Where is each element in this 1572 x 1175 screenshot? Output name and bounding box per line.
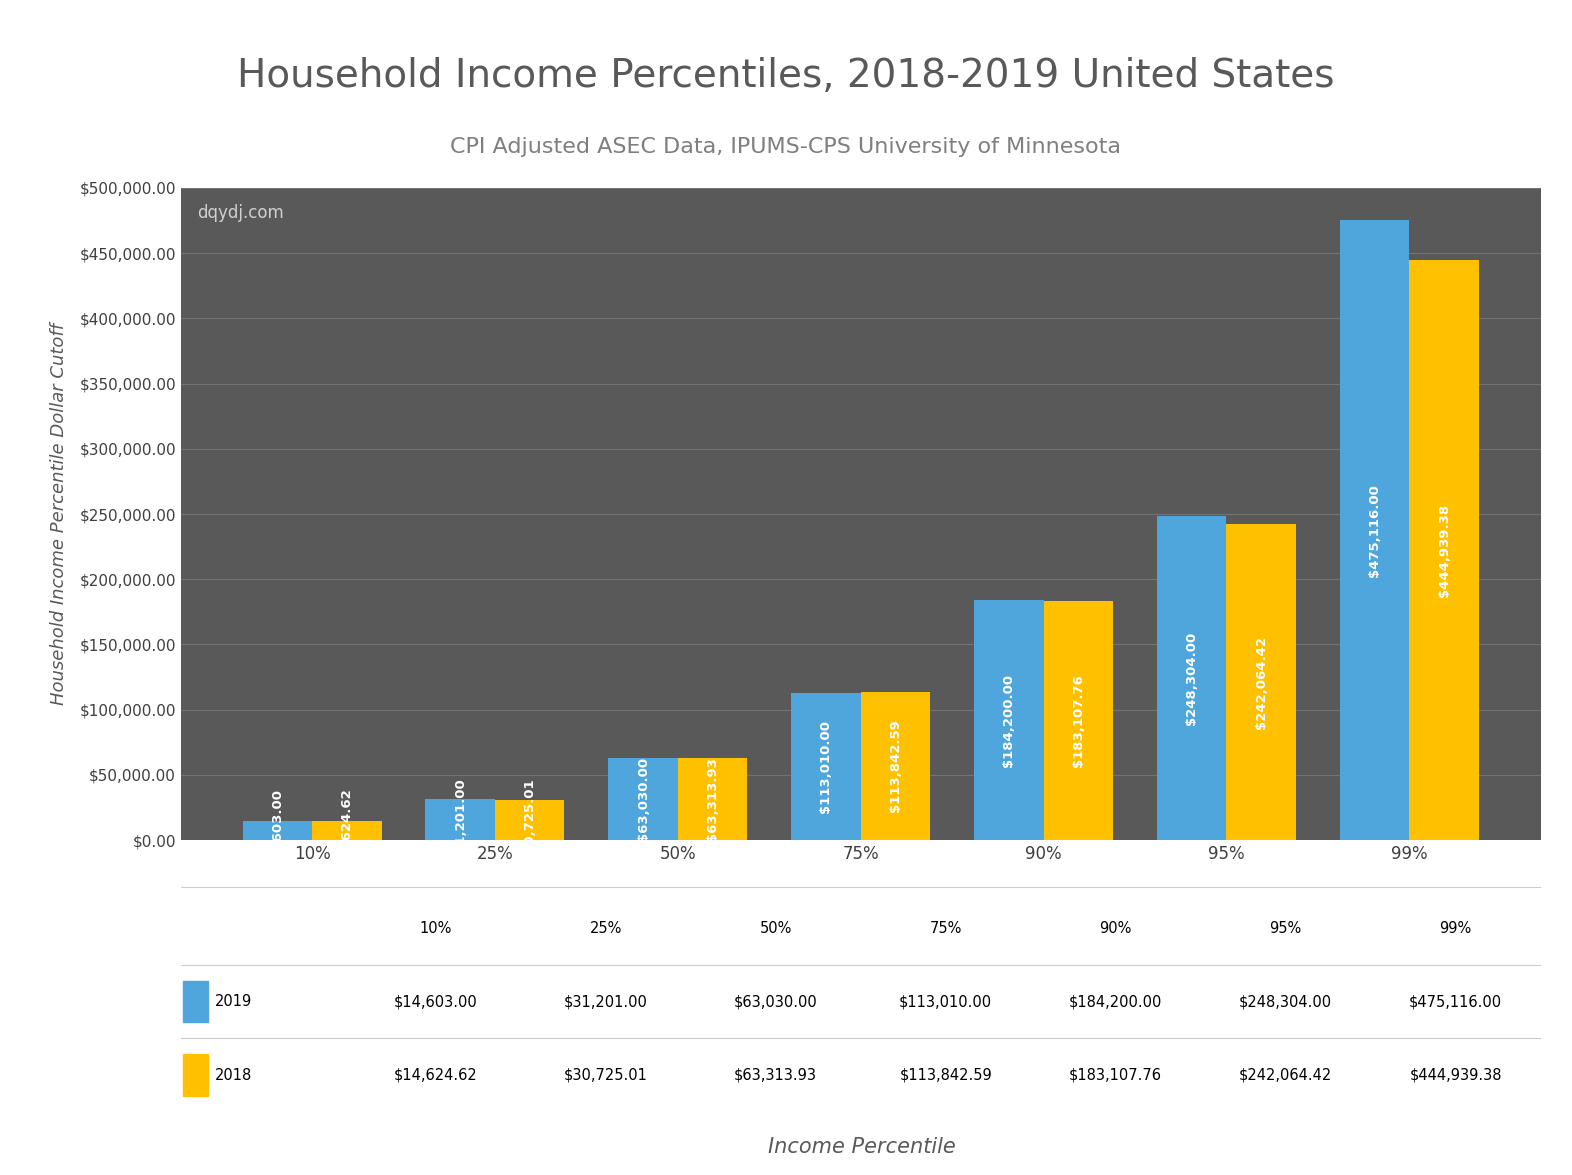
Text: 99%: 99% bbox=[1440, 921, 1471, 935]
Bar bbox=[184, 1054, 208, 1095]
Text: $183,107.76: $183,107.76 bbox=[1072, 674, 1085, 767]
Bar bbox=[1157, 516, 1226, 840]
Text: $475,116.00: $475,116.00 bbox=[1368, 484, 1382, 577]
Text: Household Income Percentiles, 2018-2019 United States: Household Income Percentiles, 2018-2019 … bbox=[237, 58, 1335, 95]
Text: $14,624.62: $14,624.62 bbox=[340, 788, 354, 873]
Bar bbox=[184, 981, 208, 1022]
Text: $113,010.00: $113,010.00 bbox=[899, 994, 992, 1009]
Text: $184,200.00: $184,200.00 bbox=[1003, 673, 1016, 766]
Bar bbox=[975, 600, 1044, 840]
Text: $248,304.00: $248,304.00 bbox=[1185, 632, 1198, 725]
Bar bbox=[1339, 221, 1409, 840]
Text: Income Percentile: Income Percentile bbox=[767, 1137, 956, 1157]
Text: $31,201.00: $31,201.00 bbox=[454, 778, 467, 861]
Text: $113,842.59: $113,842.59 bbox=[899, 1068, 992, 1082]
Bar bbox=[608, 758, 678, 840]
Bar bbox=[242, 821, 313, 840]
Bar bbox=[678, 758, 747, 840]
Text: CPI Adjusted ASEC Data, IPUMS-CPS University of Minnesota: CPI Adjusted ASEC Data, IPUMS-CPS Univer… bbox=[451, 136, 1121, 157]
Text: $475,116.00: $475,116.00 bbox=[1409, 994, 1503, 1009]
Bar bbox=[791, 693, 861, 840]
Bar bbox=[1409, 260, 1479, 840]
Text: 50%: 50% bbox=[759, 921, 792, 935]
Text: 95%: 95% bbox=[1270, 921, 1302, 935]
Text: $14,603.00: $14,603.00 bbox=[270, 788, 285, 873]
Text: dqydj.com: dqydj.com bbox=[196, 204, 285, 222]
Text: $63,030.00: $63,030.00 bbox=[637, 757, 649, 841]
Text: $30,725.01: $30,725.01 bbox=[564, 1068, 648, 1082]
Text: $444,939.38: $444,939.38 bbox=[1437, 503, 1451, 597]
Text: $183,107.76: $183,107.76 bbox=[1069, 1068, 1162, 1082]
Text: 90%: 90% bbox=[1099, 921, 1132, 935]
Text: 2018: 2018 bbox=[215, 1068, 252, 1082]
Text: $14,603.00: $14,603.00 bbox=[395, 994, 478, 1009]
Text: $63,030.00: $63,030.00 bbox=[734, 994, 817, 1009]
Y-axis label: Household Income Percentile Dollar Cutoff: Household Income Percentile Dollar Cutof… bbox=[50, 323, 68, 705]
Bar bbox=[426, 799, 495, 840]
Text: $31,201.00: $31,201.00 bbox=[564, 994, 648, 1009]
Text: $248,304.00: $248,304.00 bbox=[1239, 994, 1331, 1009]
Bar bbox=[1044, 602, 1113, 840]
Text: $113,842.59: $113,842.59 bbox=[888, 719, 902, 812]
Text: $113,010.00: $113,010.00 bbox=[819, 720, 833, 813]
Text: 25%: 25% bbox=[590, 921, 623, 935]
Bar bbox=[861, 692, 931, 840]
Text: 2019: 2019 bbox=[215, 994, 252, 1009]
Text: $63,313.93: $63,313.93 bbox=[706, 757, 718, 841]
Text: $444,939.38: $444,939.38 bbox=[1410, 1068, 1501, 1082]
Text: $242,064.42: $242,064.42 bbox=[1239, 1068, 1331, 1082]
Text: 75%: 75% bbox=[929, 921, 962, 935]
Bar bbox=[313, 821, 382, 840]
Text: $184,200.00: $184,200.00 bbox=[1069, 994, 1162, 1009]
Bar bbox=[495, 800, 564, 840]
Text: $242,064.42: $242,064.42 bbox=[1254, 636, 1267, 728]
Text: $30,725.01: $30,725.01 bbox=[523, 778, 536, 862]
Text: $63,313.93: $63,313.93 bbox=[734, 1068, 817, 1082]
Bar bbox=[1226, 524, 1295, 840]
Text: 10%: 10% bbox=[420, 921, 451, 935]
Text: $14,624.62: $14,624.62 bbox=[395, 1068, 478, 1082]
